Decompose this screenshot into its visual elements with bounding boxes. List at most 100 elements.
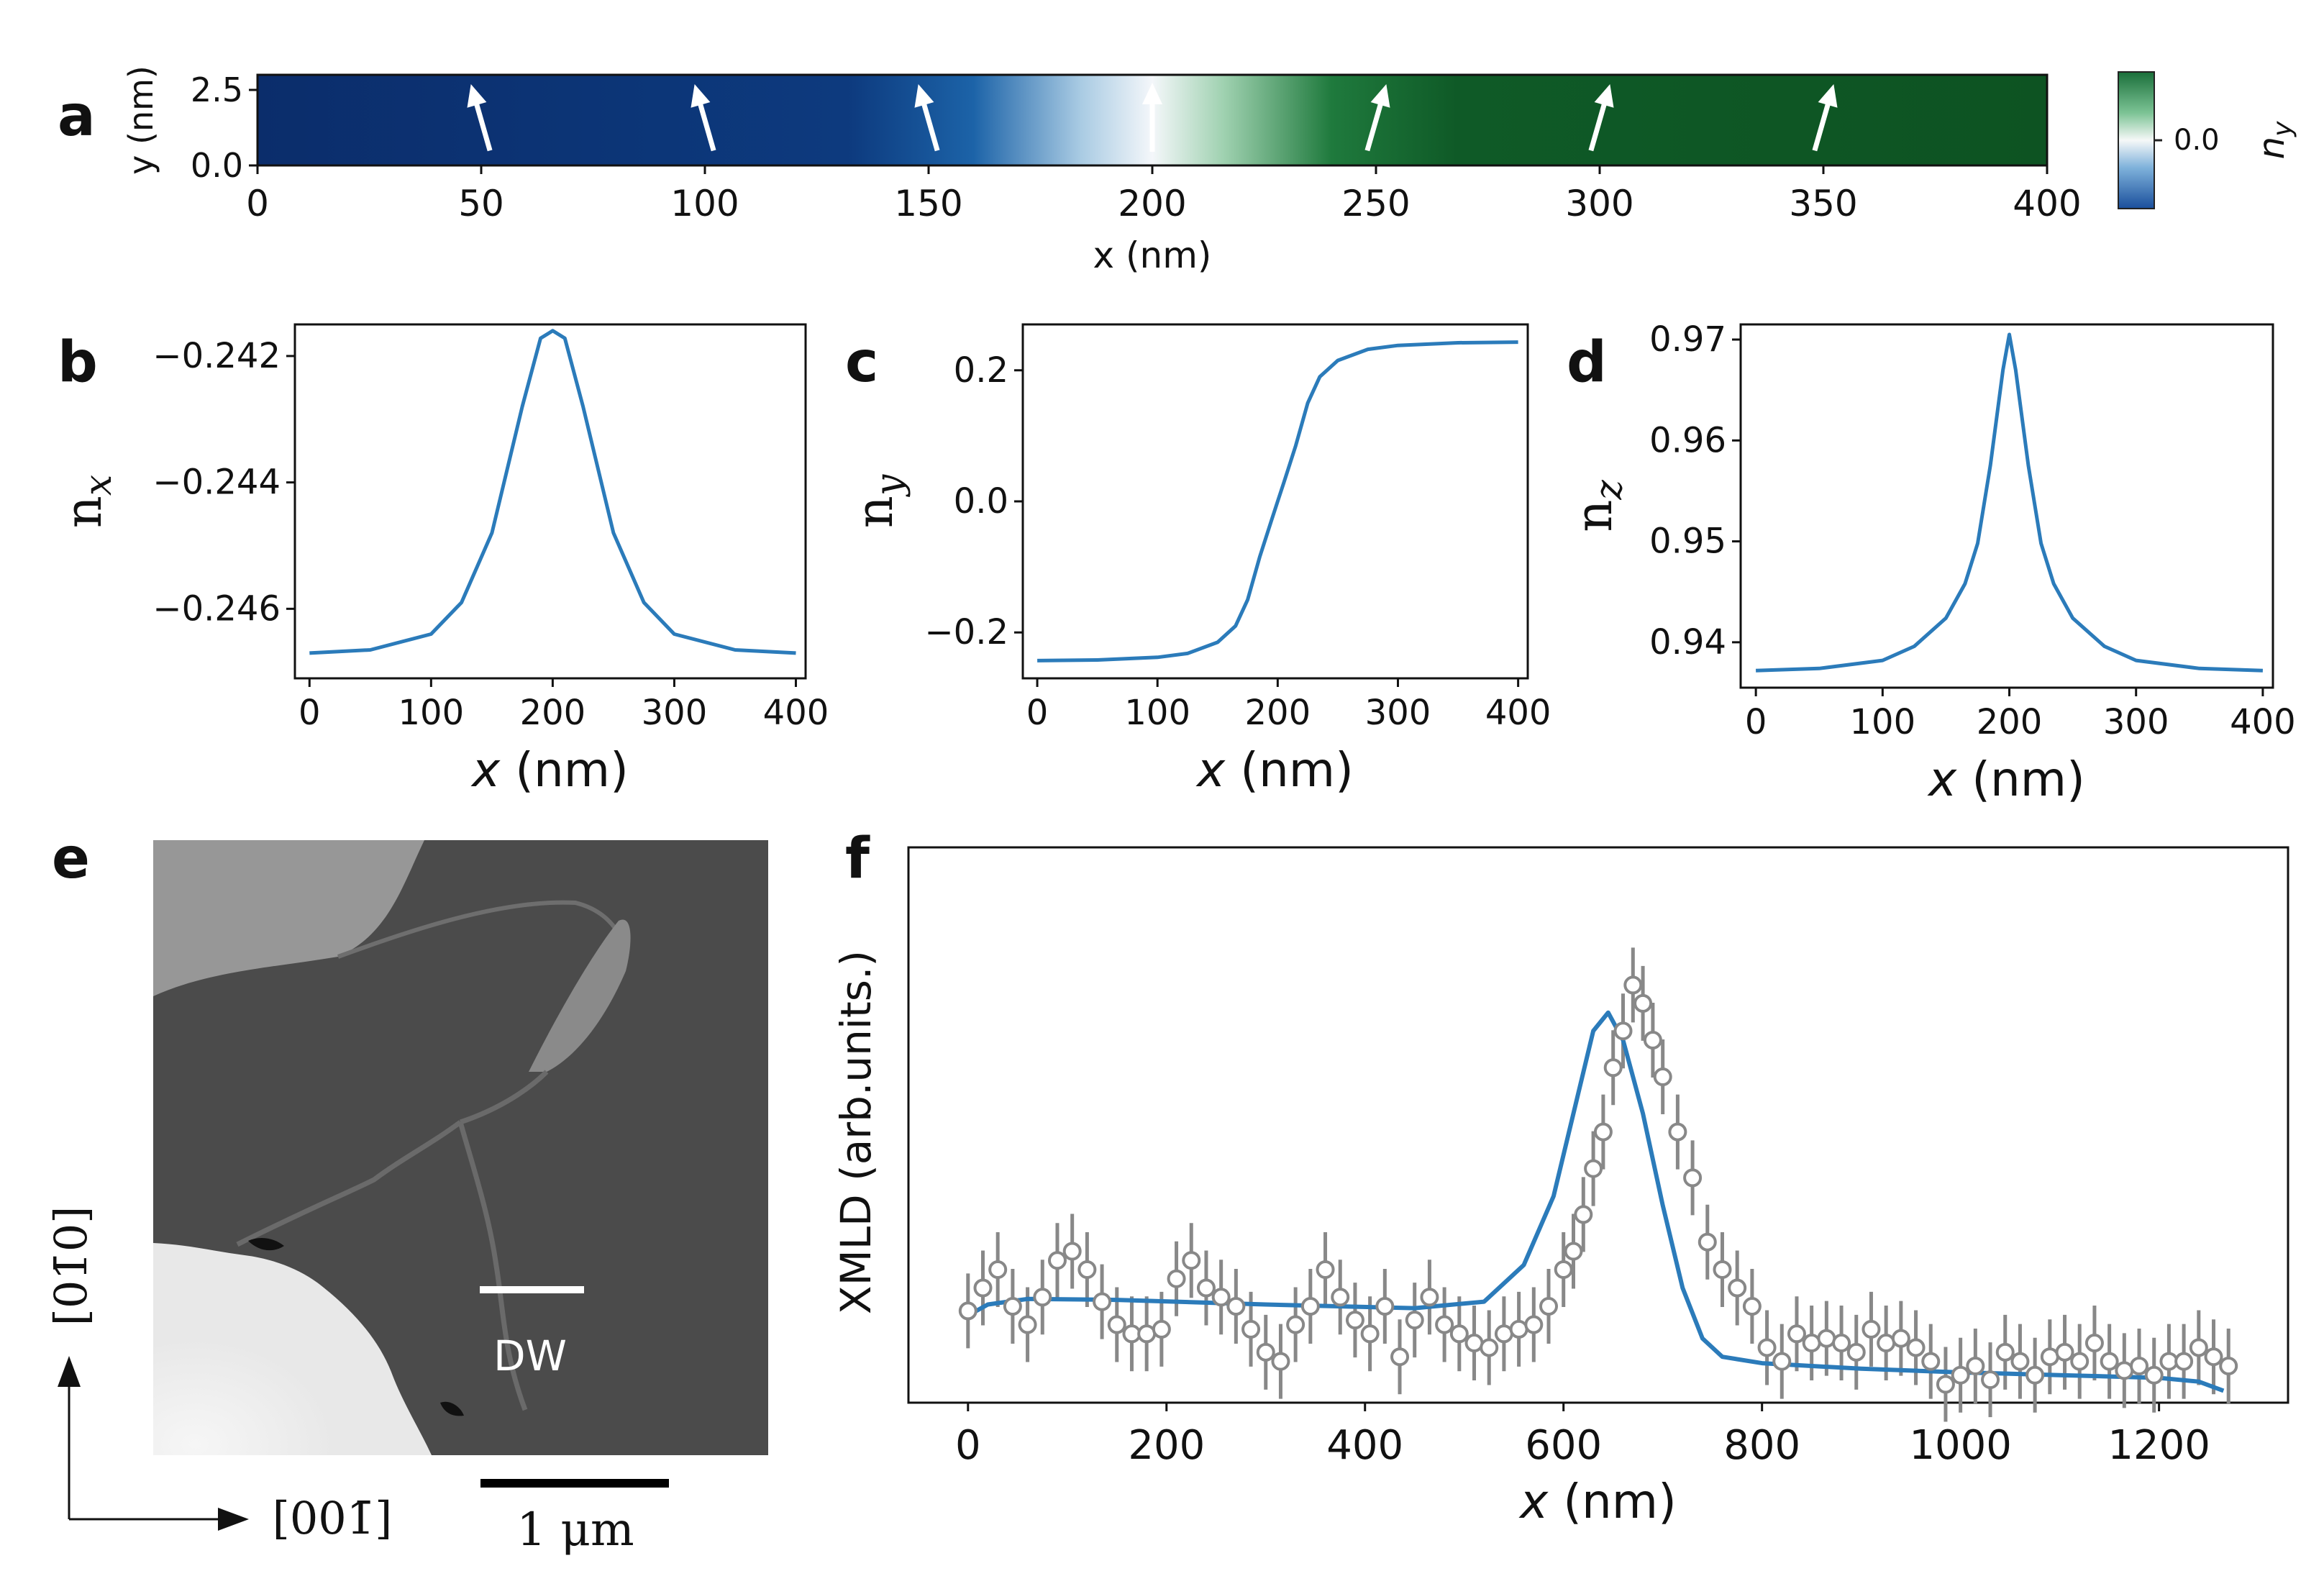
y-axis-label: nx bbox=[54, 475, 120, 528]
bright-domain-bottom-left bbox=[153, 1243, 432, 1455]
data-point bbox=[1966, 1356, 1985, 1375]
data-point bbox=[1846, 1342, 1866, 1362]
y-axis-label: nz bbox=[1564, 480, 1631, 532]
dw-label: DW bbox=[493, 1331, 567, 1380]
data-point bbox=[1077, 1260, 1097, 1279]
light-domain-top-left bbox=[153, 840, 424, 996]
data-point bbox=[1524, 1315, 1544, 1334]
x-tick-label: 400 bbox=[763, 693, 829, 733]
data-point bbox=[1554, 1260, 1573, 1279]
data-point bbox=[1093, 1292, 1112, 1311]
panel-letter-b: b bbox=[58, 330, 98, 395]
data-point bbox=[1256, 1342, 1275, 1362]
spin-arrow bbox=[1812, 84, 1838, 152]
x-tick-label: 200 bbox=[1977, 702, 2043, 742]
data-point bbox=[1062, 1242, 1082, 1261]
data-point bbox=[1613, 1021, 1633, 1041]
data-point bbox=[2204, 1347, 2223, 1367]
data-point bbox=[1509, 1319, 1528, 1339]
data-point bbox=[1316, 1260, 1335, 1279]
data-point bbox=[2100, 1352, 2119, 1371]
x-tick-label: 0 bbox=[299, 693, 321, 733]
data-point bbox=[1390, 1347, 1410, 1367]
spin-arrow-shaft bbox=[696, 100, 716, 152]
scalebar-1um-label: 1 μm bbox=[516, 1503, 634, 1557]
spin-arrow bbox=[1364, 84, 1390, 152]
data-point bbox=[2144, 1365, 2164, 1385]
spin-arrow-head bbox=[467, 84, 487, 108]
data-point bbox=[1345, 1311, 1364, 1330]
heatmap-x-label: x (nm) bbox=[1093, 234, 1212, 276]
panel-b: b 0 100 200 300 400 −0.242 −0.244 −0.246 x (nm) n… bbox=[54, 323, 829, 798]
x-axis-label: x (nm) bbox=[1195, 742, 1354, 798]
data-point bbox=[2040, 1347, 2059, 1367]
data-point bbox=[1018, 1315, 1037, 1334]
data-point bbox=[2130, 1356, 2149, 1375]
panel-letter-e: e bbox=[52, 827, 90, 891]
panel-f: f 0 200 400 600 800 1000 1200 x (nm) XMLD (arb.u… bbox=[831, 827, 2289, 1529]
heatmap-y-tick-label: 2.5 bbox=[191, 70, 243, 109]
y-tick-label: 0.97 bbox=[1649, 319, 1726, 360]
data-point bbox=[1494, 1324, 1513, 1344]
spin-arrow-shaft bbox=[1588, 100, 1608, 152]
spin-arrows bbox=[467, 83, 1838, 152]
error-bars bbox=[966, 947, 2230, 1422]
data-point bbox=[1405, 1311, 1424, 1330]
data-point bbox=[1698, 1232, 1717, 1252]
data-point bbox=[1603, 1058, 1623, 1078]
spin-arrow-head bbox=[691, 84, 711, 108]
data-point bbox=[973, 1278, 993, 1298]
data-point bbox=[2070, 1352, 2090, 1371]
data-point bbox=[1226, 1297, 1246, 1316]
data-point bbox=[1464, 1334, 1484, 1353]
data-point bbox=[1047, 1251, 1067, 1270]
colorbar-label: ny bbox=[2251, 121, 2297, 160]
data-point bbox=[2174, 1352, 2194, 1371]
panel-letter-f: f bbox=[845, 827, 870, 891]
y-axis-label-sub: z bbox=[1587, 480, 1631, 501]
y-axis-label: XMLD (arb.units.) bbox=[831, 950, 880, 1314]
axis-vertical-label: [01̄0] bbox=[45, 1206, 97, 1326]
y-tick-label: −0.242 bbox=[152, 336, 281, 376]
data-point bbox=[1713, 1260, 1732, 1279]
panel-letter-a: a bbox=[58, 84, 96, 149]
data-point bbox=[1668, 1122, 1687, 1142]
heatmap-x-tick-label: 200 bbox=[1118, 183, 1186, 224]
x-tick-label: 400 bbox=[1326, 1422, 1403, 1469]
data-point bbox=[1742, 1297, 1762, 1316]
x-axis-label-unit: (nm) bbox=[500, 742, 629, 798]
colorbar-label-sub: y bbox=[2268, 121, 2297, 137]
y-tick-label: 0.2 bbox=[954, 350, 1008, 391]
data-point bbox=[1921, 1352, 1941, 1371]
data-point bbox=[1286, 1315, 1305, 1334]
data-line bbox=[1756, 332, 2263, 673]
data-line bbox=[1037, 340, 1518, 662]
data-point bbox=[1633, 993, 1653, 1013]
y-tick-label: −0.2 bbox=[924, 612, 1008, 652]
y-axis-label-sub: y bbox=[868, 474, 911, 497]
data-point bbox=[2115, 1361, 2134, 1380]
data-point bbox=[988, 1260, 1008, 1279]
axis-vertical-arrowhead bbox=[58, 1356, 81, 1387]
data-point bbox=[1182, 1251, 1201, 1270]
spin-arrow-head bbox=[914, 84, 934, 108]
y-axis-label-group: nz bbox=[1564, 480, 1631, 532]
data-point bbox=[1891, 1329, 1910, 1348]
domain-wall-line-2 bbox=[236, 1070, 549, 1411]
panel-a: a 0 50 100 150 200 250 300 350 400 0.0 2.5 x (nm)… bbox=[58, 65, 2297, 276]
x-axis-label-var: x bbox=[1927, 752, 1957, 807]
y-tick-label: 0.0 bbox=[954, 481, 1008, 522]
y-tick-label: −0.244 bbox=[152, 463, 281, 503]
x-tick-label: 200 bbox=[1128, 1422, 1205, 1469]
data-point bbox=[1877, 1334, 1896, 1353]
heatmap-y-ticks: 0.0 2.5 bbox=[191, 70, 258, 185]
data-point bbox=[1951, 1365, 1970, 1385]
y-axis-label-group: ny bbox=[845, 474, 911, 528]
y-tick-label: 0.94 bbox=[1649, 622, 1726, 662]
spin-arrow bbox=[467, 84, 493, 152]
data-point bbox=[1271, 1352, 1290, 1371]
heatmap-x-tick-label: 300 bbox=[1565, 183, 1633, 224]
x-tick-label: 400 bbox=[2230, 702, 2296, 742]
data-point bbox=[1802, 1334, 1821, 1353]
